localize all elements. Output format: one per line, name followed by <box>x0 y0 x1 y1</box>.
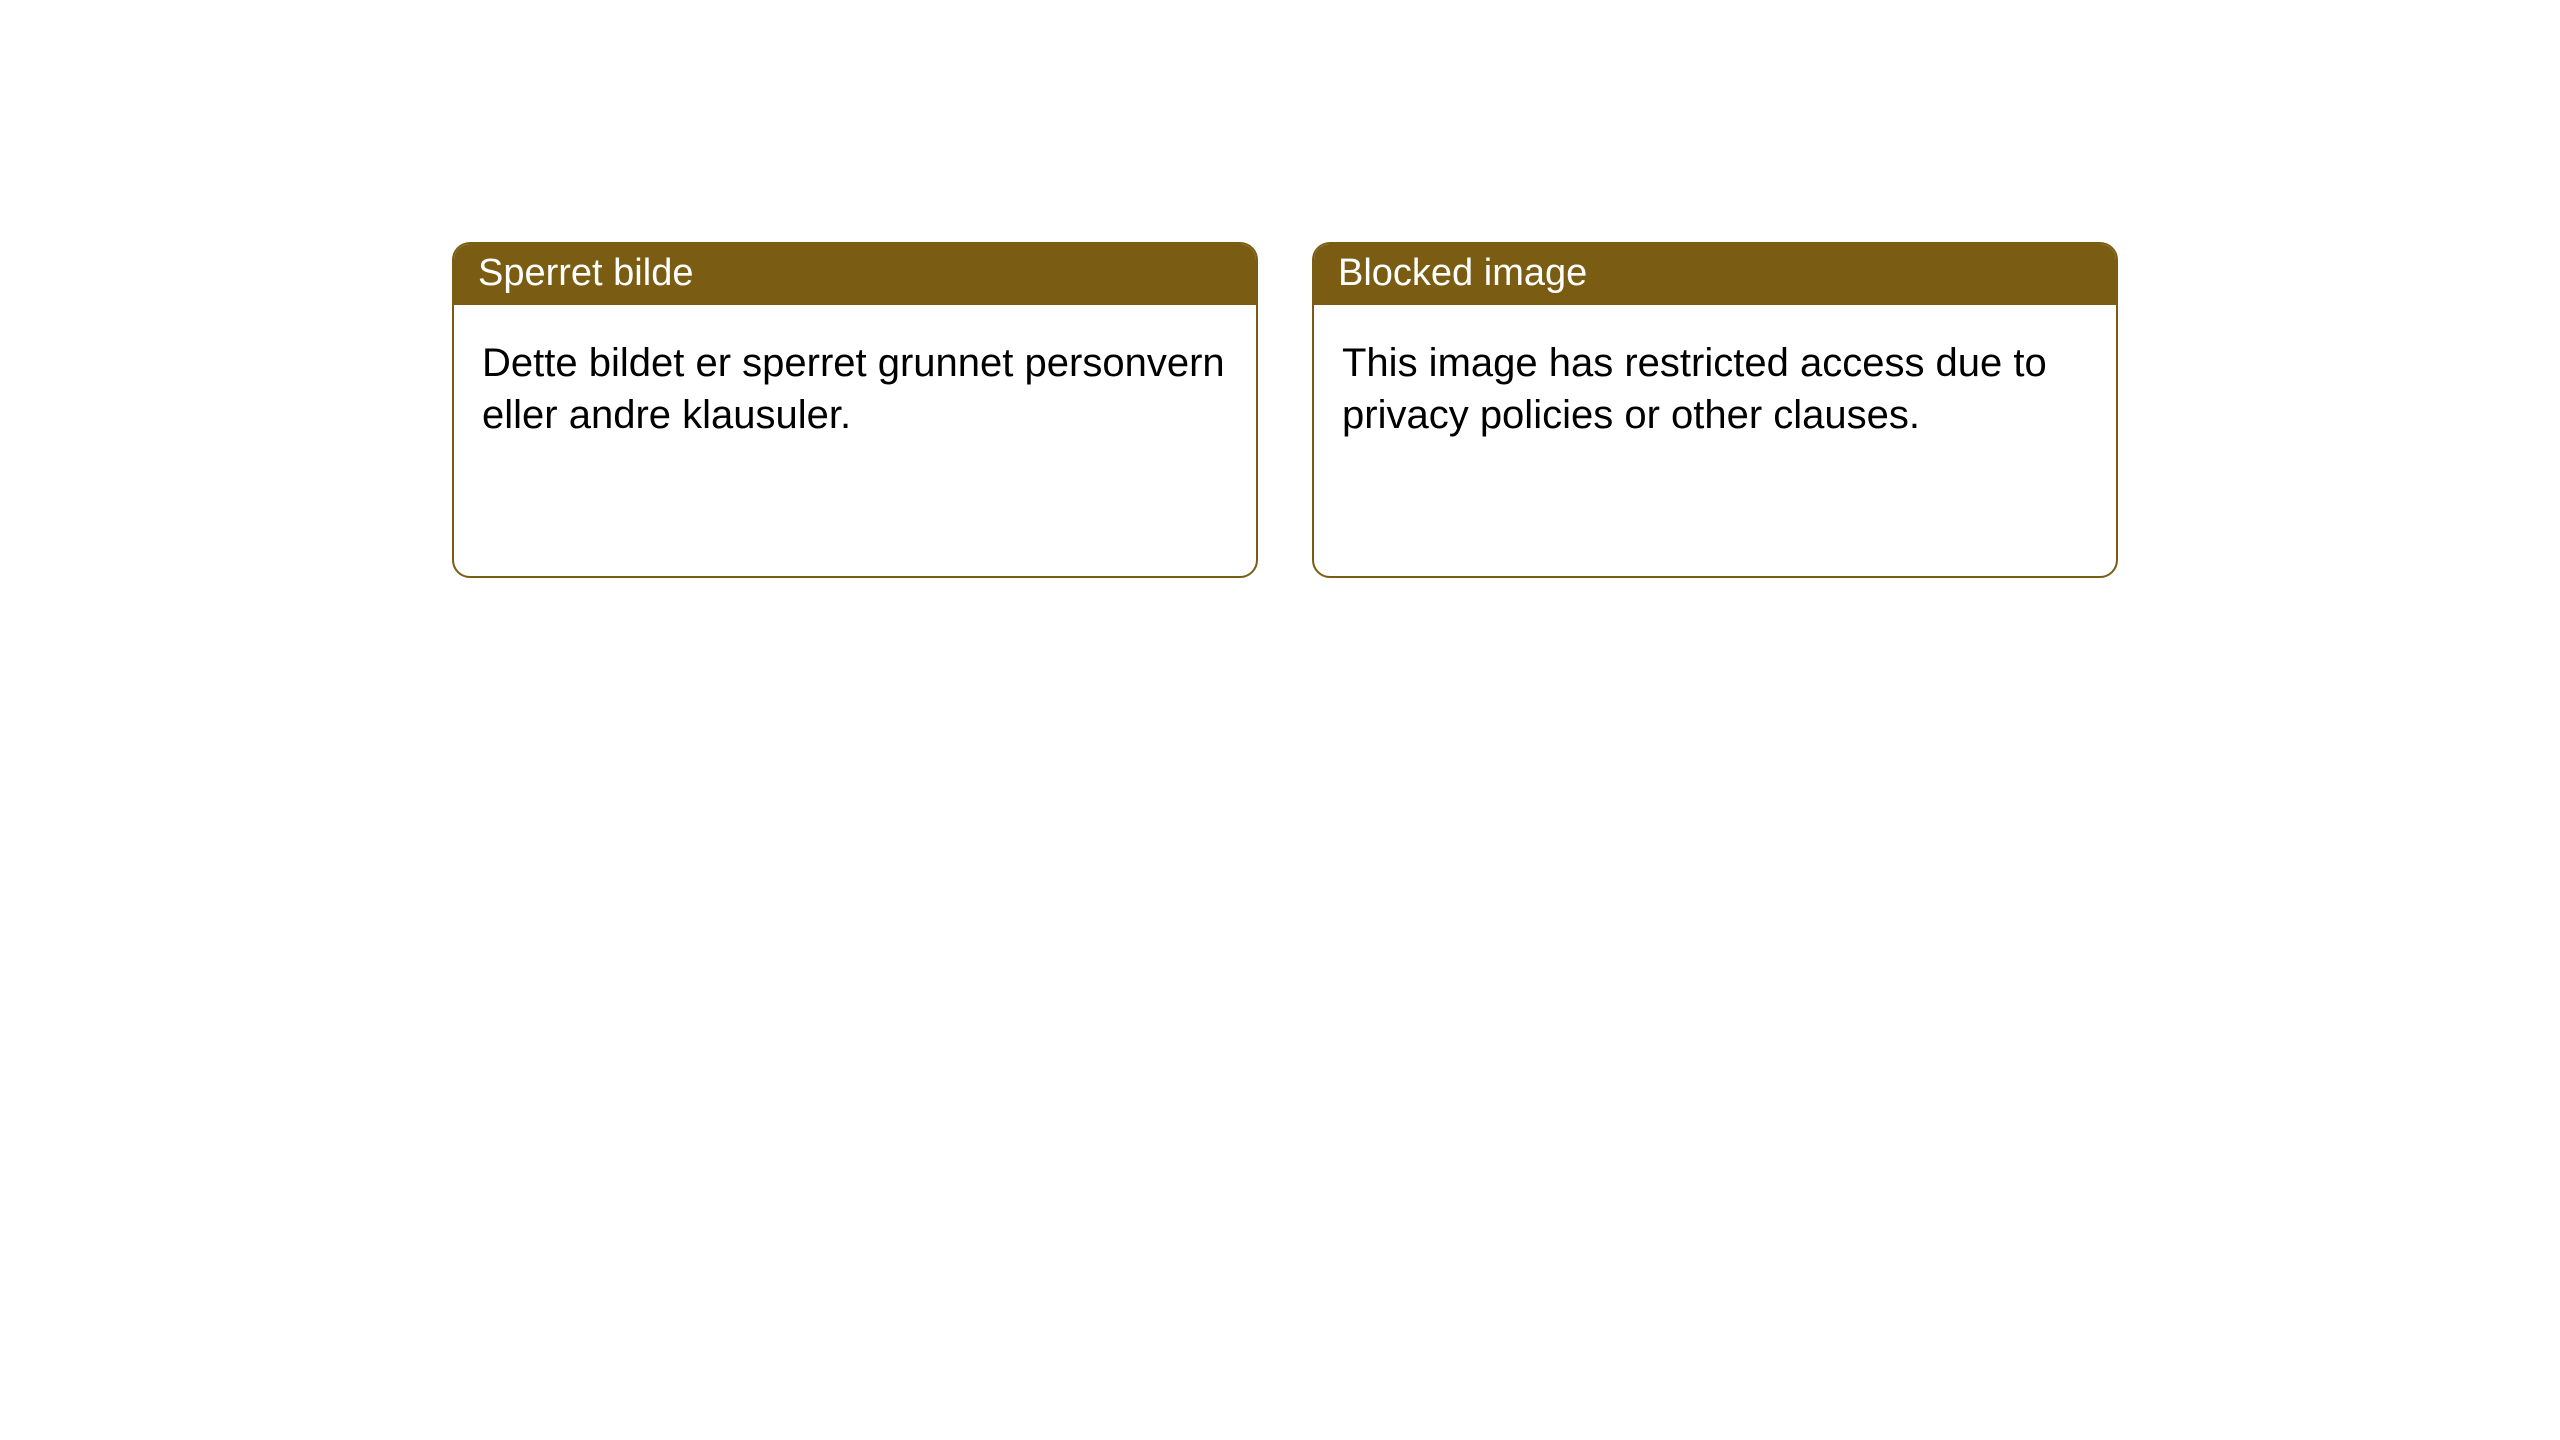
card-body-english: This image has restricted access due to … <box>1314 305 2116 473</box>
card-header-english: Blocked image <box>1314 244 2116 305</box>
card-header-norwegian: Sperret bilde <box>454 244 1256 305</box>
notice-card-english: Blocked image This image has restricted … <box>1312 242 2118 578</box>
notice-cards-container: Sperret bilde Dette bildet er sperret gr… <box>0 0 2560 578</box>
notice-card-norwegian: Sperret bilde Dette bildet er sperret gr… <box>452 242 1258 578</box>
card-body-norwegian: Dette bildet er sperret grunnet personve… <box>454 305 1256 473</box>
